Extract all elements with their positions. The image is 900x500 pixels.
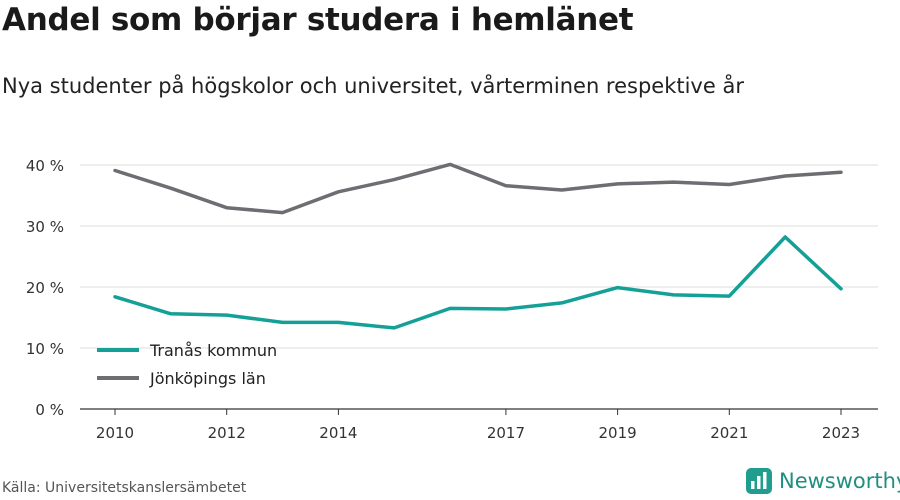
data-point: [448, 163, 452, 167]
brand-name: Newsworthy: [779, 469, 900, 493]
y-tick-label: 30 %: [26, 218, 64, 236]
data-point: [281, 321, 285, 325]
y-tick-label: 0 %: [35, 401, 64, 419]
y-tick-label: 20 %: [26, 279, 64, 297]
legend-label: Tranås kommun: [149, 341, 277, 360]
x-tick-label: 2017: [487, 424, 525, 442]
source-note: Källa: Universitetskanslersämbetet: [2, 480, 247, 496]
series-line-2: [113, 162, 843, 215]
data-point: [448, 307, 452, 311]
data-point: [504, 184, 508, 188]
data-point: [113, 169, 117, 173]
data-point: [560, 188, 564, 192]
chart-title: Andel som börjar studera i hemlänet: [2, 2, 634, 38]
x-tick-label: 2010: [96, 424, 134, 442]
data-point: [672, 293, 676, 297]
x-tick-label: 2014: [319, 424, 357, 442]
data-point: [337, 321, 341, 325]
data-point: [169, 312, 173, 316]
x-tick-label: 2019: [599, 424, 637, 442]
y-tick-label: 40 %: [26, 157, 64, 175]
data-point: [225, 206, 229, 210]
x-tick-label: 2023: [822, 424, 860, 442]
data-point: [839, 171, 843, 175]
data-point: [225, 313, 229, 317]
data-point: [616, 286, 620, 290]
data-point: [616, 182, 620, 186]
chart-subtitle: Nya studenter på högskolor och universit…: [2, 74, 744, 98]
data-point: [728, 183, 732, 187]
data-point: [783, 235, 787, 239]
data-point: [672, 180, 676, 184]
y-tick-label: 10 %: [26, 340, 64, 358]
data-point: [113, 295, 117, 299]
newsworthy-logo-icon: [746, 468, 772, 494]
data-point: [392, 178, 396, 182]
legend-label: Jönköpings län: [149, 369, 266, 388]
data-point: [337, 190, 341, 194]
data-point: [728, 294, 732, 298]
data-point: [392, 326, 396, 330]
data-point: [783, 174, 787, 178]
data-point: [281, 211, 285, 215]
x-tick-label: 2021: [710, 424, 748, 442]
data-point: [839, 287, 843, 291]
x-tick-label: 2012: [208, 424, 246, 442]
data-point: [560, 301, 564, 305]
brand-logo: Newsworthy: [745, 467, 900, 495]
data-point: [504, 307, 508, 311]
series-line-1: [113, 235, 843, 330]
data-point: [169, 186, 173, 190]
